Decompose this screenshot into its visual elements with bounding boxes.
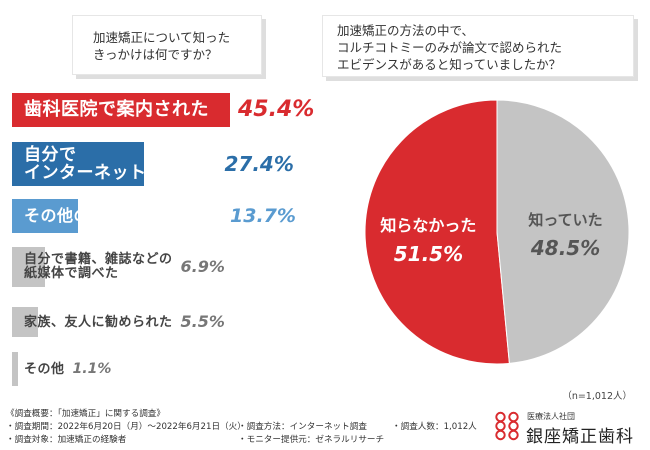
pie-label-aware: 知っていた: [528, 211, 602, 229]
bar-label-5: その他: [24, 361, 65, 377]
survey-provider: ・モニター提供元：ゼネラルリサーチ: [238, 435, 385, 445]
bar-label-0: 歯科医院で案内された: [24, 99, 209, 120]
bar-rect-2: [12, 199, 78, 233]
bar-rect-0: [12, 93, 230, 127]
bar-value-2: 13.7%: [230, 204, 296, 227]
pie-label-unaware: 知らなかった: [380, 216, 476, 235]
bar-rect-3: [12, 247, 46, 287]
bar-label-2: その他の医院で案内された: [24, 206, 223, 225]
bar-value-0: 45.4%: [238, 96, 315, 122]
bar-rect-1: [12, 142, 144, 186]
survey-target: ・調査対象：加速矯正の経験者: [6, 435, 127, 445]
bar-value-3: 6.9%: [180, 257, 225, 277]
bar-label-4: 家族、友人に勧められた: [24, 314, 173, 330]
survey-footer: 《調査概要：「加速矯正」に関する調査》 ・調査期間：2022年6月20日（月）〜…: [0, 405, 650, 450]
survey-period: ・調査期間：2022年6月20日（月）〜2022年6月21日（火）: [6, 422, 246, 432]
question-right-text: 加速矯正の方法の中で、 コルチコトミーのみが論文で認められた エビデンスがあると…: [337, 23, 563, 72]
pie-value-unaware: 51.5%: [394, 242, 463, 266]
bar-rect-5: [12, 352, 18, 386]
clinic-logo-icon: [495, 411, 519, 441]
clinic-name: 銀座矯正歯科: [526, 427, 634, 447]
bar-value-1: 27.4%: [224, 152, 294, 176]
bar-label-1: 自分で インターネットで調べた: [24, 145, 217, 183]
pie-slice-aware: [496, 99, 630, 364]
pie-value-aware: 48.5%: [530, 236, 600, 260]
sample-size-note: （n=1,012人）: [562, 391, 632, 402]
bar-rect-4: [12, 307, 39, 337]
question-left-text: 加速矯正について知った きっかけは何ですか？: [93, 30, 231, 62]
survey-overview: 《調査概要：「加速矯正」に関する調査》: [6, 409, 165, 419]
bar-value-4: 5.5%: [180, 312, 225, 332]
question-box-left: 加速矯正について知った きっかけは何ですか？: [72, 15, 262, 75]
question-box-right: 加速矯正の方法の中で、 コルチコトミーのみが論文で認められた エビデンスがあると…: [322, 15, 634, 77]
survey-count: ・調査人数：1,012人: [392, 422, 477, 432]
survey-method: ・調査方法：インターネット調査: [238, 422, 367, 432]
bar-label-3: 自分で書籍、雑誌などの 紙媒体で調べた: [24, 252, 173, 281]
clinic-corp-type: 医療法人社団: [527, 412, 575, 421]
pie-slice-unaware: [364, 99, 510, 365]
bar-value-5: 1.1%: [72, 360, 112, 377]
